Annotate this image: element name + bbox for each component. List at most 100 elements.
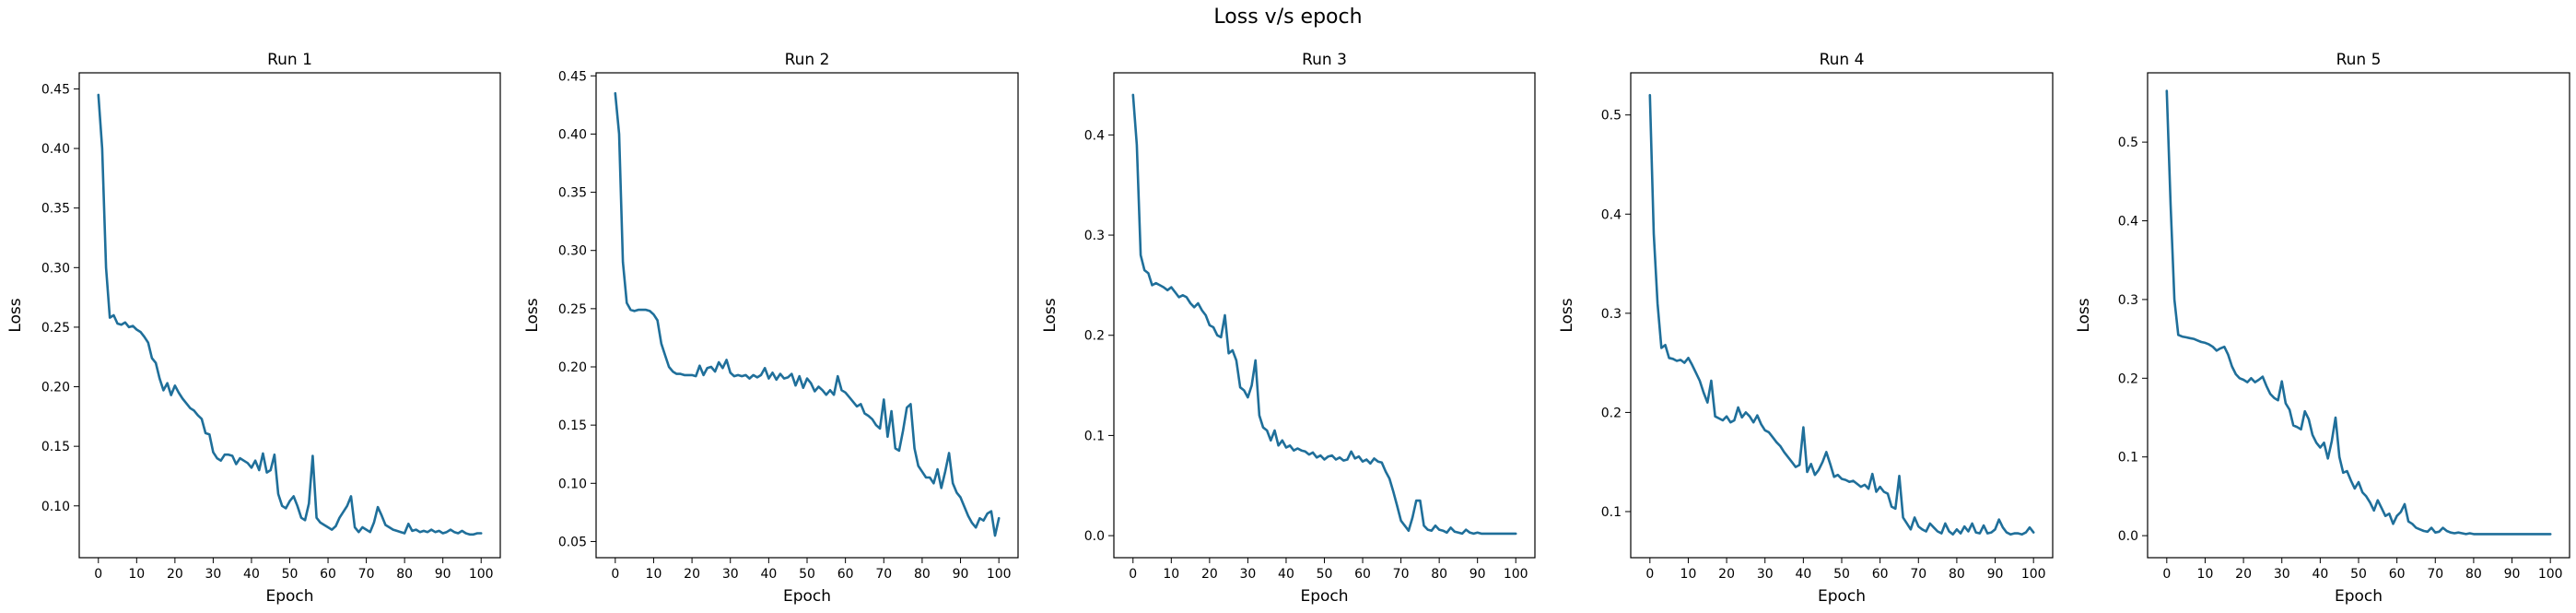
subplot-2-series-line-1 <box>614 91 1001 537</box>
subplot-3-xtick-label-10: 10 <box>1163 567 1179 582</box>
subplot-4-y-axis-label: Loss <box>1558 298 1576 332</box>
subplot-3-xtick-label-60: 60 <box>1354 567 1371 582</box>
subplot-3-ytick-label-4: 0.4 <box>1084 128 1105 143</box>
subplot-2-xtick-label-30: 30 <box>722 567 739 582</box>
subplot-2-xtick-label-80: 80 <box>914 567 931 582</box>
subplot-1-series-line-1 <box>97 93 483 536</box>
subplot-3-xtick-label-40: 40 <box>1278 567 1294 582</box>
subplot-4-xtick-label-50: 50 <box>1833 567 1850 582</box>
subplot-2-title: Run 2 <box>785 51 830 69</box>
subplot-1-xtick-label-50: 50 <box>282 567 299 582</box>
subplot-1-xtick-label-40: 40 <box>243 567 260 582</box>
subplot-1-title: Run 1 <box>267 51 312 69</box>
subplot-4-xtick-label-70: 70 <box>1910 567 1926 582</box>
subplot-5-x-axis-label: Epoch <box>2335 587 2383 606</box>
subplot-2-xtick-label-90: 90 <box>953 567 969 582</box>
subplot-3-xtick-label-70: 70 <box>1393 567 1410 582</box>
subplot-4-xtick-label-100: 100 <box>2021 567 2046 582</box>
subplot-2-x-axis-label: Epoch <box>783 587 831 606</box>
subplot-2-ytick-label-8: 0.45 <box>558 69 587 84</box>
subplot-4-xtick-label-10: 10 <box>1680 567 1697 582</box>
subplot-1-xtick-label-0: 0 <box>94 567 102 582</box>
subplot-3-ytick-label-3: 0.3 <box>1084 229 1105 243</box>
subplot-2-xtick-label-10: 10 <box>646 567 662 582</box>
subplot-1-axes-frame <box>78 72 501 559</box>
subplot-4-xtick-label-30: 30 <box>1757 567 1774 582</box>
subplot-5-xtick-label-90: 90 <box>2504 567 2521 582</box>
subplot-3-xtick-label-20: 20 <box>1201 567 1218 582</box>
subplot-5-ytick-label-1: 0.1 <box>2118 451 2138 466</box>
subplot-5-ytick-label-4: 0.4 <box>2118 215 2138 230</box>
subplot-4-xtick-label-90: 90 <box>1987 567 2004 582</box>
subplot-3-y-axis-label: Loss <box>1041 298 1060 332</box>
subplot-5-xtick-label-100: 100 <box>2538 567 2563 582</box>
subplot-4-ytick-label-2: 0.3 <box>1601 307 1622 322</box>
subplot-2-y-axis-label: Loss <box>523 298 542 332</box>
subplot-2-xtick-label-0: 0 <box>611 567 619 582</box>
subplot-3-ytick-label-0: 0.0 <box>1084 529 1105 544</box>
subplot-3-axes-frame <box>1113 72 1536 559</box>
subplot-2-xtick-label-20: 20 <box>684 567 700 582</box>
subplot-1-ytick-label-1: 0.15 <box>41 440 70 454</box>
subplot-2-ytick-label-1: 0.10 <box>558 477 587 491</box>
subplot-2-ytick-label-0: 0.05 <box>558 535 587 549</box>
subplot-4-xtick-label-60: 60 <box>1872 567 1889 582</box>
subplot-5-xtick-label-70: 70 <box>2427 567 2443 582</box>
subplot-4-xtick-label-0: 0 <box>1645 567 1654 582</box>
subplot-1-ytick-label-7: 0.45 <box>41 82 70 97</box>
subplot-3-xtick-label-50: 50 <box>1317 567 1333 582</box>
subplot-1-y-axis-label: Loss <box>6 298 25 332</box>
subplot-2-xtick-label-70: 70 <box>875 567 892 582</box>
subplot-4-xtick-label-40: 40 <box>1795 567 1811 582</box>
subplot-5-xtick-label-80: 80 <box>2465 567 2482 582</box>
subplot-2-ytick-label-4: 0.25 <box>558 302 587 317</box>
subplot-2-ytick-label-6: 0.35 <box>558 186 587 201</box>
subplot-1-xtick-label-100: 100 <box>469 567 494 582</box>
subplot-3-title: Run 3 <box>1302 51 1347 69</box>
subplot-3-series-line-1 <box>1131 93 1517 536</box>
subplot-1-xtick-label-20: 20 <box>167 567 183 582</box>
subplot-4-x-axis-label: Epoch <box>1818 587 1866 606</box>
subplot-1-xtick-label-60: 60 <box>320 567 336 582</box>
subplot-3-xtick-label-80: 80 <box>1431 567 1447 582</box>
subplot-3-ytick-label-1: 0.1 <box>1084 429 1105 443</box>
subplot-1-xtick-label-90: 90 <box>435 567 451 582</box>
subplot-4-series-line-1 <box>1648 93 2035 536</box>
subplot-3-xtick-label-0: 0 <box>1129 567 1137 582</box>
subplot-2-ytick-label-7: 0.40 <box>558 127 587 142</box>
subplot-2-xtick-label-40: 40 <box>760 567 777 582</box>
subplot-3-xtick-label-90: 90 <box>1469 567 1486 582</box>
subplot-1-xtick-label-80: 80 <box>396 567 413 582</box>
subplot-1-x-axis-label: Epoch <box>265 587 313 606</box>
subplot-5-series-line-1 <box>2165 89 2552 536</box>
subplot-4-title: Run 4 <box>1820 51 1865 69</box>
subplot-1-ytick-label-0: 0.10 <box>41 500 70 514</box>
subplot-3-xtick-label-30: 30 <box>1239 567 1256 582</box>
subplot-5-xtick-label-10: 10 <box>2197 567 2214 582</box>
subplot-2-ytick-label-2: 0.15 <box>558 418 587 433</box>
subplot-2-xtick-label-60: 60 <box>837 567 854 582</box>
subplot-1-ytick-label-4: 0.30 <box>41 261 70 276</box>
subplot-5-xtick-label-40: 40 <box>2312 567 2328 582</box>
subplot-1-ytick-label-5: 0.35 <box>41 202 70 217</box>
subplot-1-xtick-label-10: 10 <box>128 567 145 582</box>
subplot-1-ytick-label-6: 0.40 <box>41 142 70 157</box>
subplot-3-xtick-label-100: 100 <box>1504 567 1528 582</box>
subplot-5-xtick-label-50: 50 <box>2350 567 2367 582</box>
subplot-5-ytick-label-0: 0.0 <box>2118 529 2138 544</box>
subplot-2-ytick-label-3: 0.20 <box>558 360 587 375</box>
subplot-4-xtick-label-20: 20 <box>1718 567 1735 582</box>
subplot-1-ytick-label-3: 0.25 <box>41 321 70 336</box>
subplot-5-ytick-label-3: 0.3 <box>2118 293 2138 308</box>
subplot-3-x-axis-label: Epoch <box>1300 587 1348 606</box>
subplot-5-xtick-label-0: 0 <box>2162 567 2171 582</box>
subplot-5-title: Run 5 <box>2336 51 2382 69</box>
subplot-3-ytick-label-2: 0.2 <box>1084 329 1105 344</box>
subplot-5-xtick-label-30: 30 <box>2274 567 2290 582</box>
subplot-1-xtick-label-30: 30 <box>205 567 221 582</box>
subplot-5-ytick-label-2: 0.2 <box>2118 371 2138 386</box>
subplot-4-ytick-label-1: 0.2 <box>1601 406 1622 420</box>
subplot-5-y-axis-label: Loss <box>2075 298 2093 332</box>
subplot-5-xtick-label-60: 60 <box>2389 567 2406 582</box>
